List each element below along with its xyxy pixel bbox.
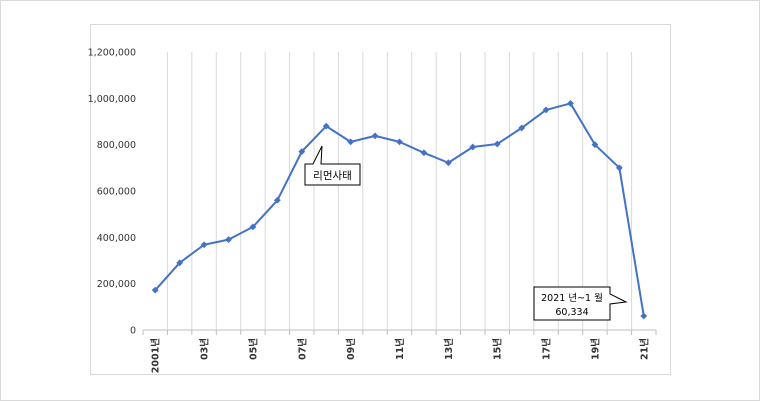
y-tick-label: 0 [130,326,136,337]
lehman-callout: 리먼사태 [304,145,361,186]
x-tick-label: 15년 [492,338,504,360]
x-tick-label: 05년 [247,338,259,360]
data-point-marker [567,100,574,107]
x-tick-label: 19년 [589,338,601,360]
lehman-callout-box [304,145,361,186]
y-tick-label: 1,200,000 [88,48,136,59]
axis-layer: 1,200,000 1,000,000 800,000 600,000 400,000 2… [88,48,657,373]
x-tick-label: 17년 [541,338,553,360]
data-point-marker [200,241,208,249]
data-point-marker [591,141,599,149]
data-point-marker [615,164,623,172]
latest-value-callout-date: 2021 년~1 월 [541,292,603,304]
latest-value-callout-box [533,286,628,321]
y-tick-label: 400,000 [97,233,136,244]
data-point-marker [469,143,477,151]
latest-value-callout-value: 60,334 [555,307,588,318]
x-tick-label: 2001년 [150,338,162,373]
x-tick-label: 13년 [443,338,455,360]
y-tick-label: 800,000 [97,140,136,151]
series-layer [151,100,648,320]
data-point-marker [273,196,281,204]
x-tick-label: 09년 [345,338,357,360]
y-tick-label: 1,000,000 [88,94,136,105]
data-point-marker [518,124,526,132]
data-point-marker [347,138,355,146]
data-point-marker [371,132,379,140]
grid-layer [166,52,633,330]
data-point-marker [225,236,232,244]
data-point-marker [640,312,648,320]
data-point-marker [444,159,452,167]
data-point-marker [542,106,550,114]
data-point-marker [493,140,501,148]
series-line [154,102,645,317]
data-point-marker [151,286,159,294]
y-tick-label: 600,000 [97,187,136,198]
x-tick-label: 21년 [638,338,650,360]
x-tick-label: 07년 [296,338,308,360]
data-point-marker [396,138,403,146]
data-point-marker [249,223,257,231]
x-tick-label: 03년 [199,338,211,360]
data-point-marker [176,259,184,267]
lehman-callout-label: 리먼사태 [313,170,352,182]
x-tick-label: 11년 [394,338,406,360]
y-tick-label: 200,000 [97,279,136,290]
data-point-marker [298,148,306,156]
data-point-marker [322,122,330,130]
data-point-marker [420,149,428,157]
latest-value-callout: 2021 년~1 월 60,334 [533,286,628,321]
